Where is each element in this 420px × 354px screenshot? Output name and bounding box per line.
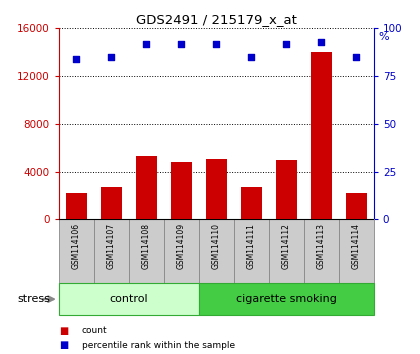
Text: GSM114106: GSM114106 — [72, 223, 81, 269]
Bar — [129, 219, 164, 283]
Bar — [346, 193, 367, 219]
Bar — [66, 193, 87, 219]
Text: ■: ■ — [59, 326, 68, 336]
Text: GSM114107: GSM114107 — [107, 223, 116, 269]
Bar — [206, 159, 227, 219]
Text: GSM114111: GSM114111 — [247, 223, 256, 269]
Point — [283, 41, 290, 46]
Text: control: control — [110, 294, 148, 304]
Bar — [241, 187, 262, 219]
Point — [318, 39, 325, 45]
Bar — [339, 219, 374, 283]
Point — [143, 41, 150, 46]
Point — [108, 54, 115, 60]
Text: percentile rank within the sample: percentile rank within the sample — [82, 341, 235, 350]
Bar — [276, 160, 297, 219]
Text: ■: ■ — [59, 340, 68, 350]
Point — [248, 54, 255, 60]
Text: stress: stress — [18, 294, 50, 304]
Text: %: % — [378, 32, 388, 42]
Bar — [311, 52, 332, 219]
Text: GSM114110: GSM114110 — [212, 223, 221, 269]
Bar — [101, 187, 122, 219]
Point — [213, 41, 220, 46]
Bar — [136, 156, 157, 219]
Text: cigarette smoking: cigarette smoking — [236, 294, 337, 304]
Text: GSM114112: GSM114112 — [282, 223, 291, 269]
Bar — [59, 219, 94, 283]
Bar — [234, 219, 269, 283]
Text: GSM114109: GSM114109 — [177, 223, 186, 269]
Point — [73, 56, 80, 62]
Text: GSM114114: GSM114114 — [352, 223, 361, 269]
Bar — [94, 219, 129, 283]
Bar — [171, 162, 192, 219]
Bar — [199, 219, 234, 283]
Title: GDS2491 / 215179_x_at: GDS2491 / 215179_x_at — [136, 13, 297, 26]
Bar — [59, 283, 199, 315]
Bar — [304, 219, 339, 283]
Bar — [164, 219, 199, 283]
Text: GSM114108: GSM114108 — [142, 223, 151, 269]
Point — [178, 41, 185, 46]
Text: GSM114113: GSM114113 — [317, 223, 326, 269]
Bar — [199, 283, 374, 315]
Text: count: count — [82, 326, 108, 336]
Point — [353, 54, 360, 60]
Bar — [269, 219, 304, 283]
